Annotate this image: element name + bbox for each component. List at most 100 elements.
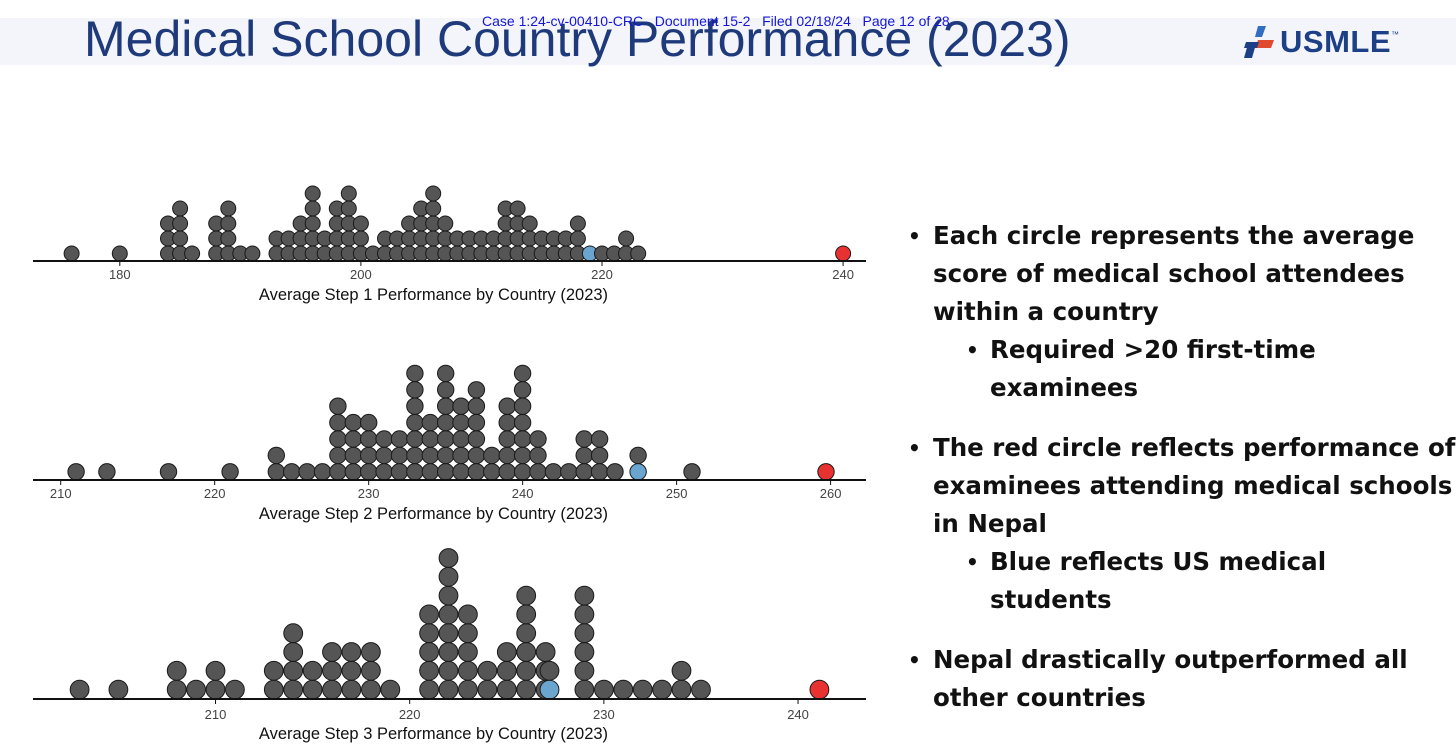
country-dot <box>263 679 284 700</box>
country-dot <box>513 430 532 448</box>
country-dot <box>302 660 323 681</box>
country-dot <box>452 446 470 465</box>
x-axis-label: Average Step 3 Performance by Country (2… <box>259 725 608 743</box>
country-dot <box>302 679 323 700</box>
country-dot <box>425 185 442 202</box>
x-axis-label: Average Step 1 Performance by Country (2… <box>259 286 608 304</box>
country-dot <box>406 397 424 415</box>
country-dot <box>375 430 393 448</box>
country-dot <box>184 245 201 262</box>
country-dot <box>341 679 362 700</box>
country-dot <box>172 200 189 217</box>
country-dot <box>438 548 459 568</box>
country-dot <box>574 585 595 606</box>
country-dot <box>267 446 285 465</box>
country-dot <box>560 463 578 481</box>
country-dot <box>406 430 424 448</box>
country-dot <box>452 397 470 415</box>
country-dot <box>421 463 439 481</box>
country-dot <box>513 364 532 383</box>
country-dot <box>421 446 439 465</box>
country-dot <box>467 463 486 481</box>
country-dot <box>421 413 439 432</box>
country-dot <box>671 679 692 700</box>
country-dot <box>283 623 304 644</box>
country-dot <box>509 200 526 217</box>
page-title: Medical School Country Performance (2023… <box>84 11 1071 67</box>
country-dot <box>438 642 459 662</box>
country-dot <box>361 679 381 700</box>
country-dot <box>329 446 347 465</box>
bullet-list: Each circle represents the average score… <box>908 217 1456 717</box>
country-dot <box>438 566 459 587</box>
country-dot <box>618 230 635 247</box>
country-dot <box>98 463 116 481</box>
x-tick-label: 180 <box>109 267 131 282</box>
country-dot <box>516 679 537 700</box>
country-dot <box>544 463 563 481</box>
country-dot <box>419 623 440 644</box>
x-tick-label: 240 <box>787 707 809 722</box>
country-dot <box>438 623 459 644</box>
country-dot <box>498 430 516 448</box>
country-dot <box>186 679 207 700</box>
country-dot <box>225 679 245 700</box>
country-dot <box>425 200 442 217</box>
country-dot <box>574 660 595 681</box>
country-dot <box>529 463 547 481</box>
country-dot <box>438 660 459 681</box>
country-dot <box>322 660 342 681</box>
country-dot <box>438 585 459 606</box>
country-dot <box>437 397 455 415</box>
us-dot <box>539 679 560 700</box>
country-dot <box>452 413 470 432</box>
sub-bullet-item: Blue reflects US medical students <box>908 543 1456 619</box>
country-dot <box>467 397 486 415</box>
country-dot <box>606 463 624 481</box>
country-dot <box>569 230 586 247</box>
country-dot <box>360 430 378 448</box>
country-dot <box>467 430 486 448</box>
country-dot <box>516 604 537 625</box>
country-dot <box>438 679 459 700</box>
country-dot <box>437 446 455 465</box>
country-dot <box>529 446 547 465</box>
country-dot <box>458 679 478 700</box>
x-tick-label: 260 <box>820 486 842 501</box>
usmle-swirl-icon <box>1242 26 1274 58</box>
country-dot <box>69 679 90 700</box>
nepal-dot <box>835 245 852 262</box>
country-dot <box>419 660 440 681</box>
country-dot <box>467 446 486 465</box>
title-band <box>0 18 1456 65</box>
country-dot <box>477 679 498 700</box>
country-dot <box>496 660 517 681</box>
country-dot <box>172 215 189 232</box>
country-dot <box>360 446 378 465</box>
country-dot <box>516 623 537 644</box>
country-dot <box>569 215 586 232</box>
country-dot <box>283 463 301 481</box>
x-tick-label: 220 <box>204 486 226 501</box>
country-dot <box>629 446 647 465</box>
country-dot <box>477 660 498 681</box>
country-dot <box>375 463 393 481</box>
country-dot <box>458 642 478 662</box>
country-dot <box>483 463 501 481</box>
country-dot <box>283 660 304 681</box>
country-dot <box>452 430 470 448</box>
x-axis-label: Average Step 2 Performance by Country (2… <box>259 505 608 523</box>
country-dot <box>438 604 459 625</box>
country-dot <box>390 446 409 465</box>
country-dot <box>406 463 424 481</box>
country-dot <box>329 413 347 432</box>
country-dot <box>437 364 455 383</box>
x-tick-label: 240 <box>512 486 534 501</box>
country-dot <box>467 413 486 432</box>
country-dot <box>535 642 556 662</box>
country-dot <box>516 660 537 681</box>
x-tick-label: 230 <box>593 707 615 722</box>
country-dot <box>467 381 486 399</box>
country-dot <box>220 230 237 247</box>
country-dot <box>452 463 470 481</box>
